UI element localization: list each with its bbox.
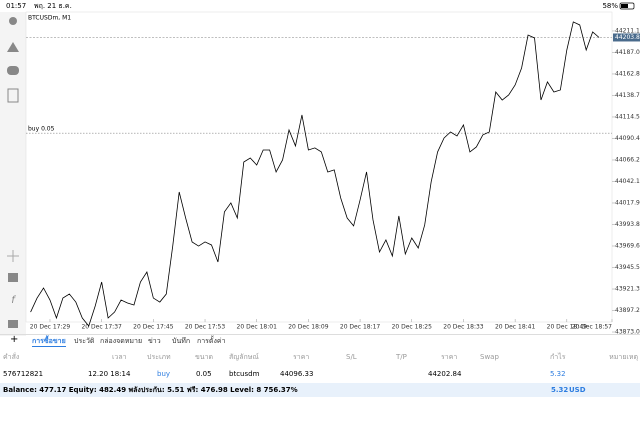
- cell: 44202.84: [428, 370, 462, 378]
- battery-level: [621, 4, 628, 8]
- x-tick-label: 20 Dec 18:41: [495, 324, 536, 331]
- tab[interactable]: ข่าว: [148, 337, 161, 345]
- column-header: ราคา: [441, 353, 458, 361]
- total-profit: 5.32: [551, 386, 569, 394]
- chat-icon[interactable]: [7, 66, 19, 75]
- price-line: [30, 21, 600, 327]
- y-tick-label: 44042.10: [615, 178, 640, 185]
- column-header: S/L: [346, 353, 357, 361]
- cell: 44096.33: [280, 370, 314, 378]
- x-tick-label: 20 Dec 18:25: [392, 324, 433, 331]
- column-header: คำสั่ง: [3, 353, 20, 361]
- tab[interactable]: บันทึก: [172, 337, 191, 345]
- plot-area: [25, 11, 613, 323]
- balance-row: [0, 383, 640, 397]
- y-tick-label: 44090.40: [615, 135, 640, 142]
- battery-icon: [619, 2, 635, 10]
- tab[interactable]: การตั้งค่า: [197, 337, 226, 345]
- x-tick-label: 20 Dec 18:33: [443, 324, 484, 331]
- chart-view: 01:57 พฤ. 21 ธ.ค. 58% f M1 BTCUSDm, M1 4…: [0, 0, 640, 336]
- tab[interactable]: กล่องจดหมาย: [100, 337, 143, 345]
- x-tick-label: 20 Dec 18:57: [572, 324, 613, 331]
- account-icon[interactable]: [9, 17, 17, 25]
- y-tick-label: 44066.25: [615, 156, 640, 163]
- objects-icon[interactable]: [8, 320, 18, 328]
- column-header: สัญลักษณ์: [229, 353, 259, 361]
- column-header: หมายเหตุ: [609, 353, 638, 361]
- y-tick-label: 44114.55: [615, 113, 640, 120]
- y-tick-label: 44017.95: [615, 199, 640, 206]
- cell: 12.20 18:14: [88, 370, 131, 378]
- column-header: Swap: [480, 353, 499, 361]
- x-tick-label: 20 Dec 18:09: [288, 324, 329, 331]
- y-tick-label: 43873.05: [615, 329, 640, 336]
- order-label: buy 0.05: [28, 126, 55, 133]
- x-tick-label: 20 Dec 17:37: [81, 324, 122, 331]
- status-bar: [0, 0, 640, 12]
- battery-text: 58%: [602, 2, 618, 10]
- chart-title: BTCUSDm, M1: [28, 15, 71, 22]
- column-header: เวลา: [112, 353, 127, 361]
- x-tick-label: 20 Dec 17:53: [185, 324, 226, 331]
- column-header: ราคา: [293, 353, 310, 361]
- y-tick-label: 43897.20: [615, 307, 640, 314]
- tab-bar: [0, 334, 640, 348]
- y-tick-label: 44162.85: [615, 70, 640, 77]
- x-tick-label: 20 Dec 18:49: [547, 324, 588, 331]
- column-header: T/P: [396, 353, 407, 361]
- indicator-icon[interactable]: [8, 273, 18, 282]
- x-tick-label: 20 Dec 17:45: [133, 324, 174, 331]
- y-tick-label: 44138.70: [615, 92, 640, 99]
- y-tick-label: 43921.35: [615, 286, 640, 293]
- crosshair-icon[interactable]: [7, 250, 19, 262]
- balance-text: Balance: 477.17 Equity: 482.49 พลังประกั…: [3, 386, 298, 394]
- tab[interactable]: ประวัติ: [74, 337, 95, 345]
- y-tick-label: 44187.00: [615, 49, 640, 56]
- left-toolbar[interactable]: [0, 12, 26, 336]
- cell: btcusdm: [229, 370, 260, 378]
- cell: 0.05: [196, 370, 212, 378]
- y-tick-label: 44211.15: [615, 27, 640, 34]
- new-order-icon[interactable]: [7, 88, 19, 103]
- y-tick-label: 43993.80: [615, 221, 640, 228]
- bid-box: [613, 33, 640, 42]
- cell: buy: [157, 370, 171, 378]
- date: พฤ. 21 ธ.ค.: [34, 2, 72, 10]
- add-button[interactable]: +: [10, 334, 19, 345]
- x-tick-label: 20 Dec 18:17: [340, 324, 381, 331]
- x-tick-label: 20 Dec 17:29: [30, 324, 71, 331]
- y-tick-label: 43945.50: [615, 264, 640, 271]
- y-tick-label: 43969.65: [615, 243, 640, 250]
- bid-label: 44203.84: [615, 34, 640, 41]
- cell: 5.32: [550, 370, 566, 378]
- cell: 576712821: [3, 370, 44, 378]
- trade-icon[interactable]: [7, 42, 19, 52]
- function-icon[interactable]: f: [11, 295, 16, 306]
- clock: 01:57: [6, 2, 26, 10]
- column-header: กำไร: [550, 353, 566, 361]
- currency: USD: [569, 386, 586, 394]
- x-tick-label: 20 Dec 18:01: [237, 324, 278, 331]
- column-header: ขนาด: [195, 353, 214, 361]
- column-header: ประเภท: [147, 353, 171, 361]
- tab[interactable]: การซื้อขาย: [32, 337, 66, 347]
